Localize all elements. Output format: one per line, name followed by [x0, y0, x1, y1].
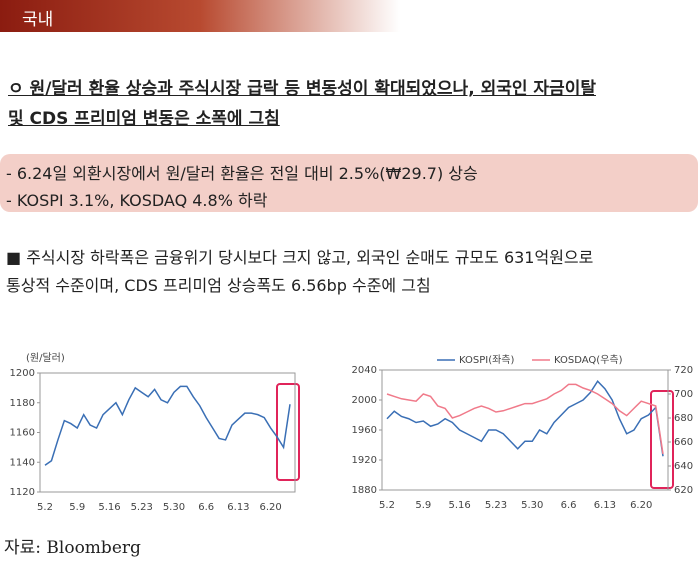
plot-frame — [39, 372, 296, 493]
x-tick-label: 6.6 — [198, 502, 214, 513]
box-line: - KOSPI 3.1%, KOSDAQ 4.8% 하락 — [6, 191, 268, 210]
highlight-rect — [276, 383, 300, 481]
axis-label: (원/달러) — [26, 352, 65, 364]
header-title: 국내 — [22, 10, 54, 30]
legend-label: KOSDAQ(우측) — [554, 354, 623, 366]
x-tick-label: 6.13 — [227, 502, 249, 513]
headline: 및 CDS 프리미엄 변동은 소폭에 그침 — [8, 109, 280, 129]
x-tick-label: 5.16 — [98, 502, 120, 513]
x-tick-label: 5.30 — [163, 502, 185, 513]
headline: ㅇ 원/달러 환율 상승과 주식시장 급락 등 변동성이 확대되었으나, 외국인… — [8, 79, 596, 99]
y2-tick-label: 660 — [674, 437, 693, 448]
y-tick-label: 1140 — [10, 457, 35, 468]
x-tick-label: 5.2 — [37, 502, 53, 513]
x-tick-label: 5.23 — [485, 500, 507, 511]
y2-tick-label: 700 — [674, 389, 693, 400]
legend-label: KOSPI(좌측) — [459, 354, 515, 366]
bullet-line: ■ 주식시장 하락폭은 금융위기 당시보다 크지 않고, 외국인 순매도 규모도… — [6, 248, 594, 267]
y-tick-label: 1180 — [10, 398, 35, 409]
highlight-box — [0, 154, 698, 212]
box-line: - 6.24일 외환시장에서 원/달러 환율은 전일 대비 2.5%(₩29.7… — [6, 164, 478, 183]
y2-tick-label: 680 — [674, 413, 693, 424]
y2-tick-label: 640 — [674, 461, 693, 472]
y-tick-label: 1880 — [352, 485, 377, 496]
bullet-line: 통상적 수준이며, CDS 프리미엄 상승폭도 6.56bp 수준에 그침 — [6, 276, 431, 295]
line-series — [44, 385, 291, 466]
y-tick-label: 1200 — [10, 368, 35, 379]
header-bar — [0, 0, 400, 32]
x-tick-label: 6.20 — [260, 502, 282, 513]
y2-tick-label: 620 — [674, 485, 693, 496]
x-tick-label: 5.9 — [69, 502, 85, 513]
y-tick-label: 2000 — [352, 395, 377, 406]
x-tick-label: 5.30 — [521, 500, 543, 511]
x-tick-label: 6.13 — [594, 500, 616, 511]
x-tick-label: 6.6 — [561, 500, 577, 511]
highlight-rect — [650, 390, 674, 489]
line-series — [386, 383, 664, 455]
y-tick-label: 1120 — [10, 487, 35, 498]
y-tick-label: 1960 — [352, 425, 377, 436]
y-tick-label: 1160 — [10, 428, 35, 439]
line-series — [386, 380, 664, 457]
source: 자료: Bloomberg — [4, 538, 141, 558]
y-tick-label: 1920 — [352, 455, 377, 466]
x-tick-label: 5.16 — [448, 500, 470, 511]
y-tick-label: 2040 — [352, 365, 377, 376]
x-tick-label: 5.23 — [131, 502, 153, 513]
x-tick-label: 6.20 — [630, 500, 652, 511]
x-tick-label: 5.9 — [415, 500, 431, 511]
x-tick-label: 5.2 — [379, 500, 395, 511]
y2-tick-label: 720 — [674, 365, 693, 376]
